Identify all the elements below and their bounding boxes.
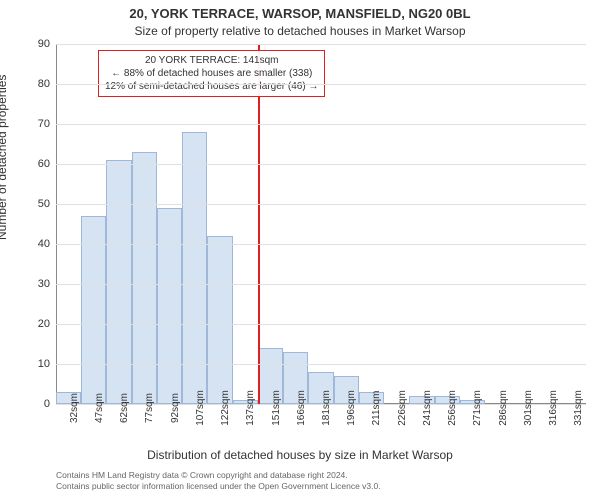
- histogram-bar: [157, 208, 182, 404]
- callout-box: 20 YORK TERRACE: 141sqm ← 88% of detache…: [98, 50, 325, 97]
- x-tick-label: 316sqm: [548, 390, 559, 426]
- y-tick-label: 80: [38, 78, 50, 90]
- attribution: Contains HM Land Registry data © Crown c…: [56, 470, 586, 491]
- attribution-line-2: Contains public sector information licen…: [56, 481, 586, 492]
- x-tick-label: 196sqm: [346, 390, 357, 426]
- histogram-bar: [207, 236, 232, 404]
- x-tick-label: 47sqm: [94, 393, 105, 423]
- chart-container: 20, YORK TERRACE, WARSOP, MANSFIELD, NG2…: [0, 0, 600, 500]
- callout-line-1: 20 YORK TERRACE: 141sqm: [105, 54, 318, 67]
- y-tick-label: 90: [38, 38, 50, 50]
- x-tick-label: 226sqm: [397, 390, 408, 426]
- gridline: [56, 284, 586, 285]
- gridline: [56, 364, 586, 365]
- x-tick-label: 122sqm: [220, 390, 231, 426]
- x-tick-label: 271sqm: [472, 390, 483, 426]
- histogram-bar: [132, 152, 157, 404]
- x-tick-label: 286sqm: [498, 390, 509, 426]
- y-tick-label: 10: [38, 358, 50, 370]
- x-tick-label: 77sqm: [144, 393, 155, 423]
- boundary-line: [258, 44, 260, 404]
- x-tick-label: 256sqm: [447, 390, 458, 426]
- attribution-line-1: Contains HM Land Registry data © Crown c…: [56, 470, 586, 481]
- y-tick-label: 0: [44, 398, 50, 410]
- chart-title: 20, YORK TERRACE, WARSOP, MANSFIELD, NG2…: [0, 6, 600, 21]
- x-tick-label: 181sqm: [321, 390, 332, 426]
- y-tick-label: 70: [38, 118, 50, 130]
- gridline: [56, 244, 586, 245]
- y-tick-label: 60: [38, 158, 50, 170]
- y-tick-label: 20: [38, 318, 50, 330]
- x-tick-label: 62sqm: [119, 393, 130, 423]
- gridline: [56, 44, 586, 45]
- histogram-bar: [106, 160, 131, 404]
- gridline: [56, 324, 586, 325]
- gridline: [56, 204, 586, 205]
- plot-area: 20 YORK TERRACE: 141sqm ← 88% of detache…: [56, 44, 586, 404]
- x-tick-label: 92sqm: [170, 393, 181, 423]
- y-axis-label: Number of detached properties: [0, 75, 9, 240]
- gridline: [56, 84, 586, 85]
- x-tick-label: 241sqm: [422, 390, 433, 426]
- gridline: [56, 124, 586, 125]
- x-tick-label: 331sqm: [573, 390, 584, 426]
- x-tick-label: 32sqm: [69, 393, 80, 423]
- x-tick-label: 211sqm: [371, 391, 382, 426]
- y-tick-label: 50: [38, 198, 50, 210]
- x-tick-label: 166sqm: [296, 390, 307, 426]
- callout-line-2: ← 88% of detached houses are smaller (33…: [105, 67, 318, 80]
- x-tick-label: 151sqm: [271, 390, 282, 426]
- x-axis-label: Distribution of detached houses by size …: [0, 448, 600, 462]
- x-tick-label: 301sqm: [523, 390, 534, 426]
- chart-subtitle: Size of property relative to detached ho…: [0, 24, 600, 38]
- callout-line-3: 12% of semi-detached houses are larger (…: [105, 80, 318, 93]
- y-tick-label: 40: [38, 238, 50, 250]
- x-tick-label: 107sqm: [195, 390, 206, 426]
- x-tick-label: 137sqm: [245, 390, 256, 426]
- gridline: [56, 164, 586, 165]
- y-tick-label: 30: [38, 278, 50, 290]
- bars-group: [56, 44, 586, 404]
